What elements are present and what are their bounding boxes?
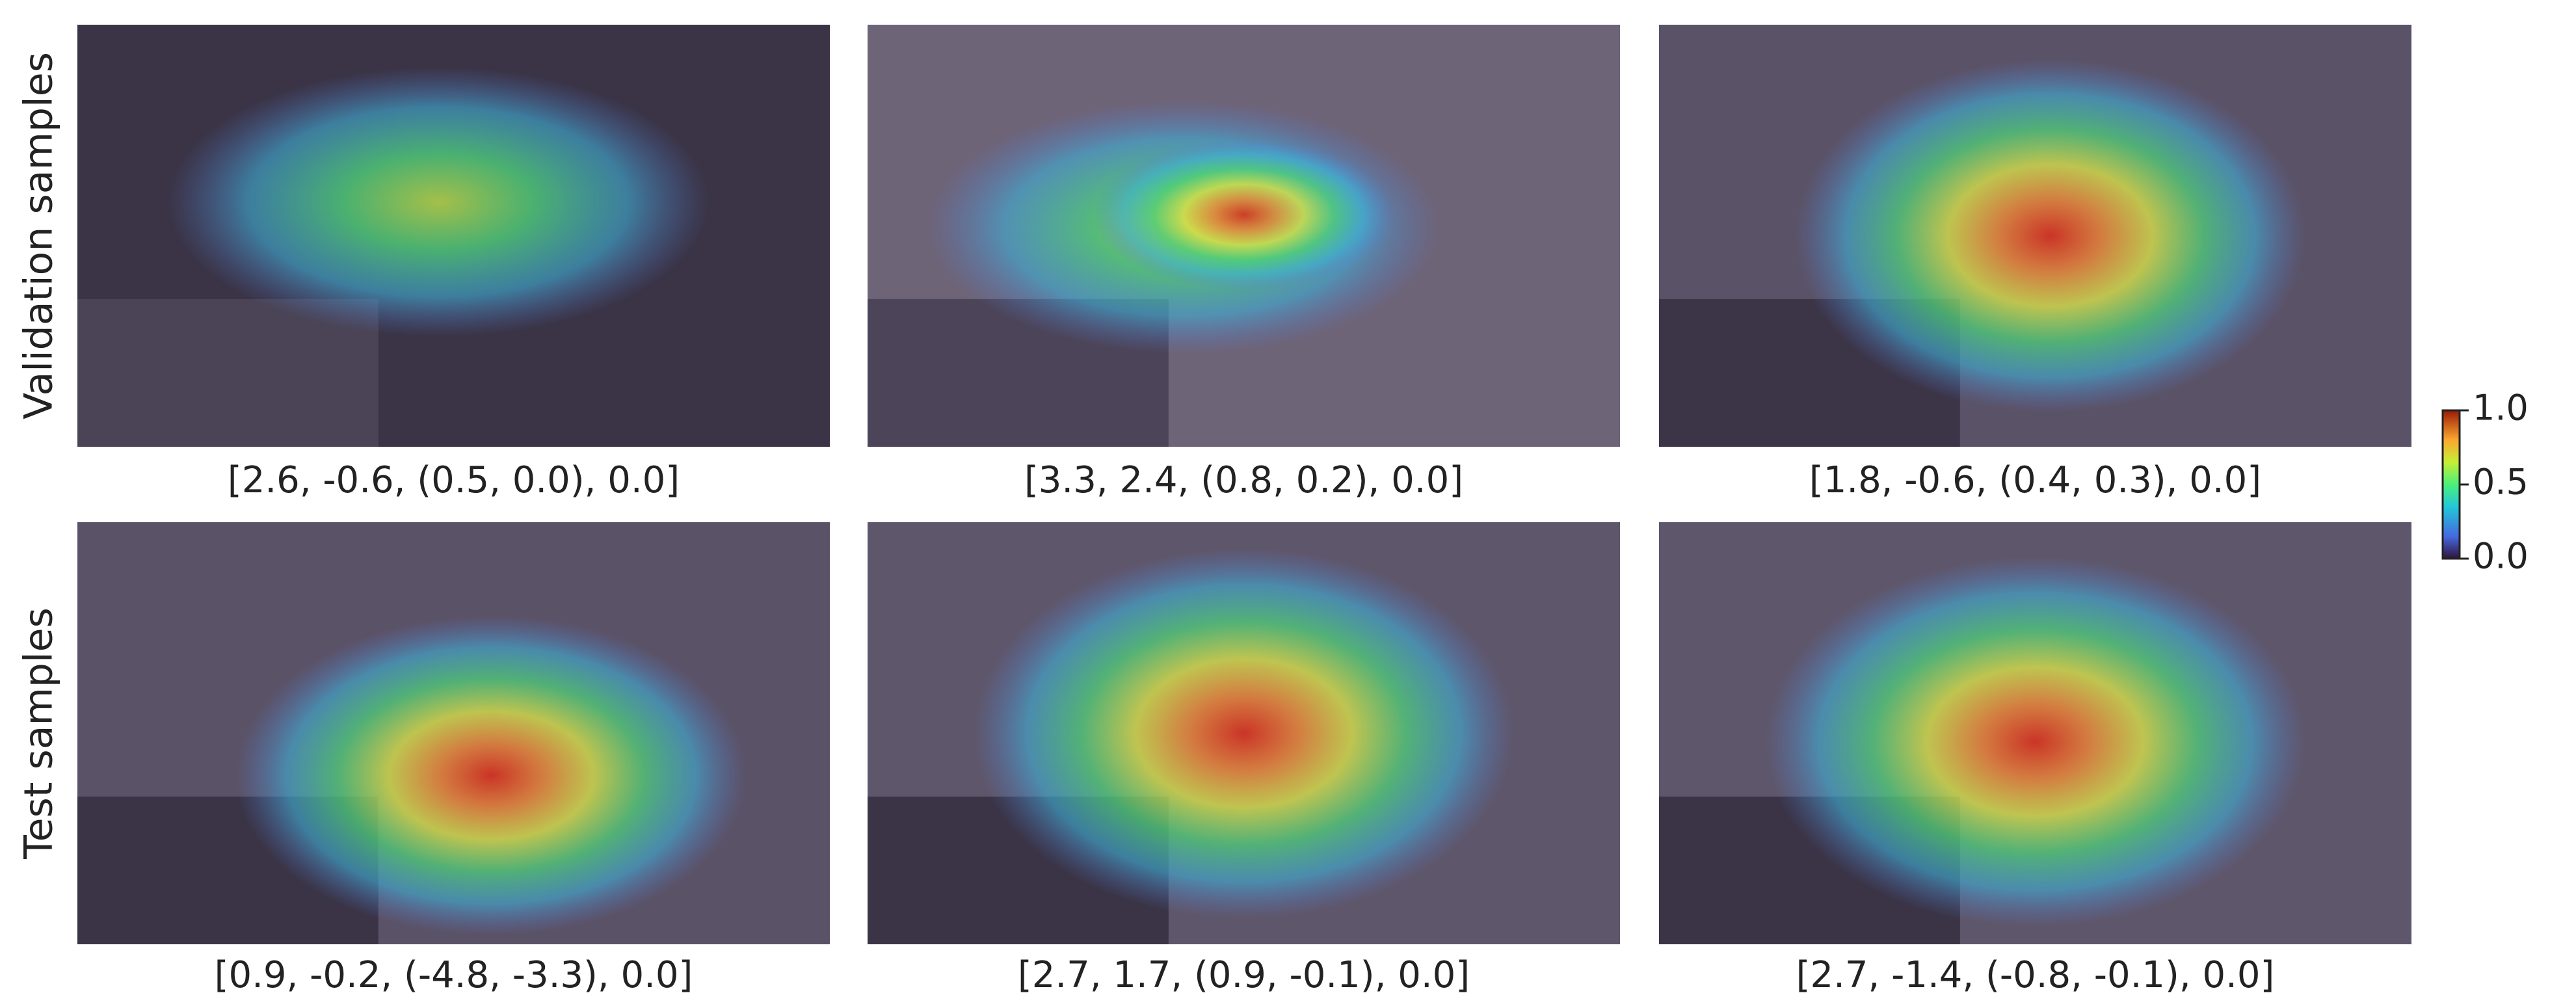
caption: [3.3, 2.4, (0.8, 0.2), 0.0] — [1024, 459, 1463, 501]
heatmap-panel — [77, 25, 830, 447]
heatmap-panel — [1659, 522, 2411, 944]
caption: [0.9, -0.2, (-4.8, -3.3), 0.0] — [215, 954, 693, 995]
row-label: Validation samples — [16, 52, 62, 419]
heat-blob — [973, 548, 1515, 919]
heat-blob — [1764, 556, 2306, 927]
colorbar-tick-label: 1.0 — [2473, 388, 2529, 429]
heatmap-panel — [868, 25, 1620, 447]
caption: [1.8, -0.6, (0.4, 0.3), 0.0] — [1809, 459, 2261, 501]
row-label: Test samples — [16, 607, 62, 860]
heatmap-panel — [868, 522, 1620, 944]
colorbar — [2443, 410, 2460, 559]
heat-blob — [1794, 59, 2306, 413]
caption: [2.6, -0.6, (0.5, 0.0), 0.0] — [228, 459, 680, 501]
caption: [2.7, -1.4, (-0.8, -0.1), 0.0] — [1796, 954, 2275, 995]
figure: Validation samples [2.6, -0.6, (0.5, 0.0)… — [0, 0, 2576, 995]
heat-blob — [168, 67, 710, 337]
colorbar-tick-label: 0.0 — [2473, 536, 2529, 577]
heatmap-panel — [1659, 25, 2411, 447]
colorbar-tick-label: 0.5 — [2473, 462, 2529, 503]
heat-blob — [235, 615, 747, 936]
heat-blob — [1093, 139, 1394, 291]
heatmap-panel — [77, 522, 830, 944]
caption: [2.7, 1.7, (0.9, -0.1), 0.0] — [1018, 954, 1470, 995]
